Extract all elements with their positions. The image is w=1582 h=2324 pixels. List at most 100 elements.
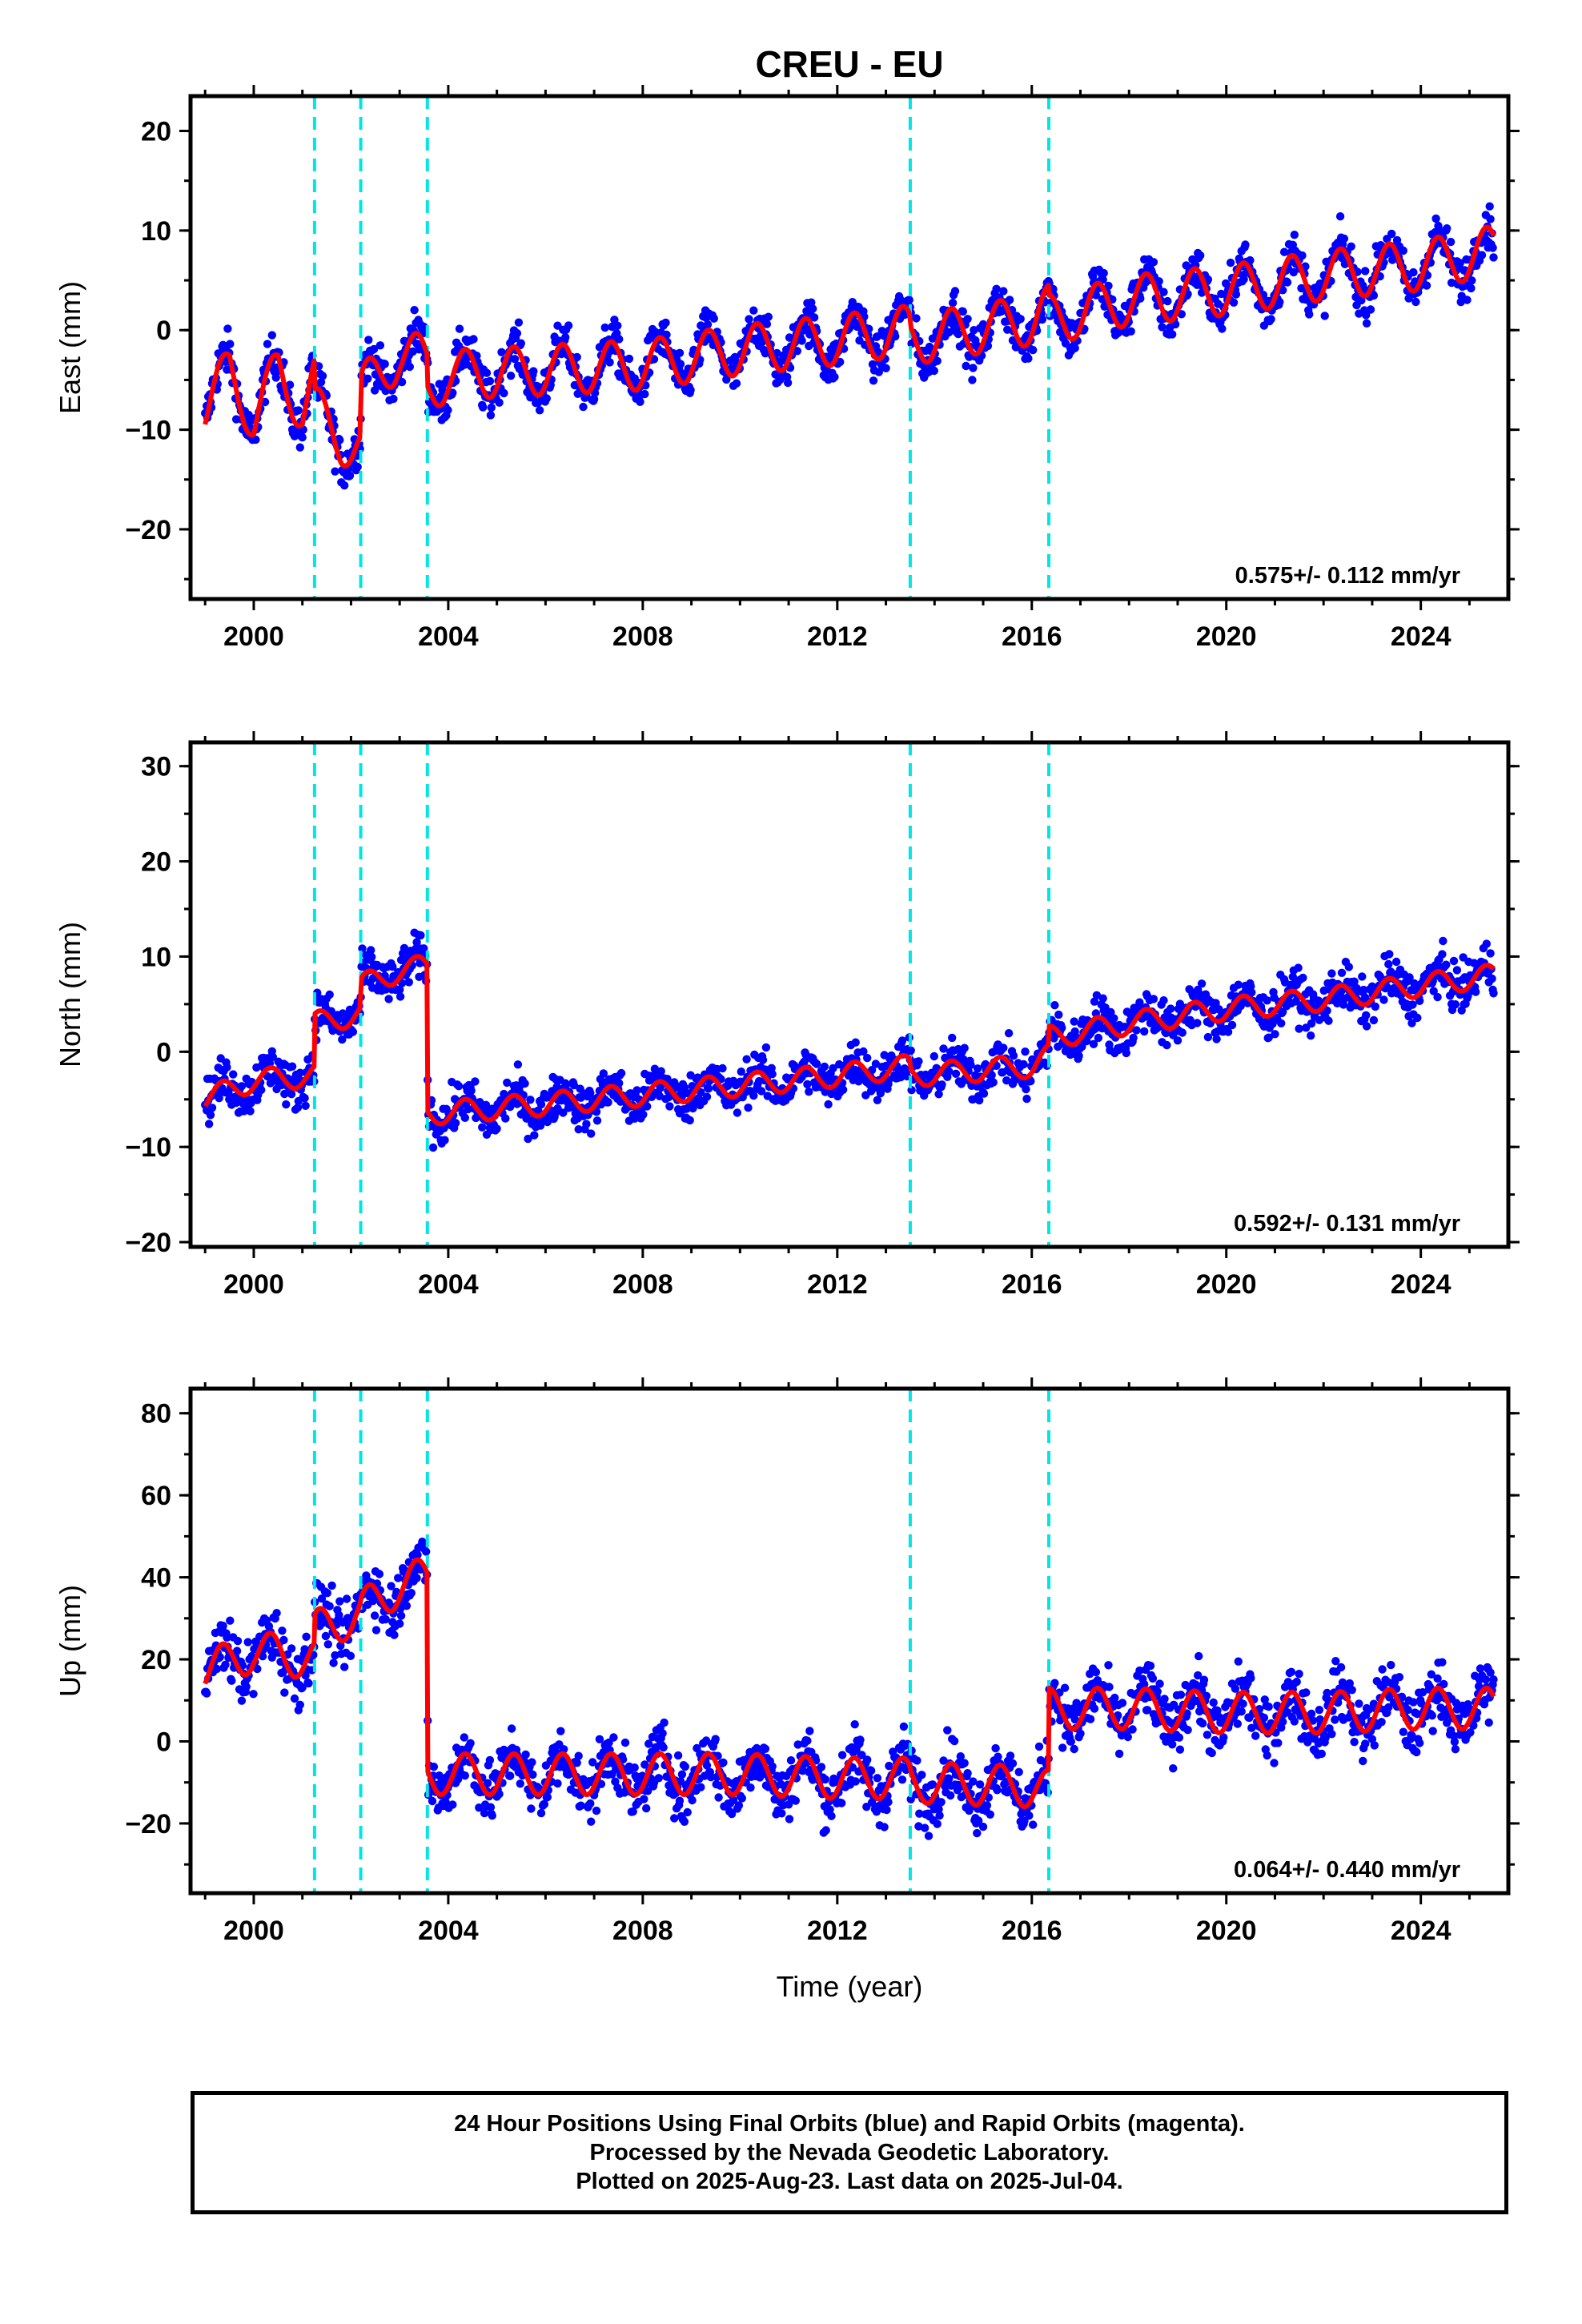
data-point — [805, 330, 814, 339]
y-axis-label: North (mm) — [54, 922, 86, 1068]
data-point — [524, 1134, 532, 1144]
data-point — [1431, 214, 1440, 223]
data-point — [488, 1811, 496, 1820]
x-tick-label: 2012 — [807, 1269, 868, 1300]
data-point — [1029, 1820, 1038, 1829]
y-tick-label: 20 — [141, 117, 171, 147]
data-point — [280, 1688, 289, 1697]
data-point — [1251, 1731, 1260, 1740]
data-point — [367, 946, 375, 955]
data-point — [1067, 319, 1077, 328]
data-point — [363, 374, 372, 383]
data-point — [1456, 259, 1464, 267]
data-point — [969, 364, 978, 372]
data-point — [930, 1051, 939, 1061]
data-point — [609, 1733, 618, 1742]
data-point — [516, 339, 525, 348]
data-point — [412, 938, 421, 947]
data-point — [1413, 1013, 1422, 1023]
x-tick-label: 2008 — [612, 1269, 673, 1300]
data-point — [1438, 950, 1447, 959]
data-point — [388, 963, 397, 971]
data-point — [1066, 1737, 1076, 1746]
data-point — [323, 1589, 331, 1598]
data-point — [943, 1726, 952, 1735]
data-point — [348, 1027, 358, 1036]
data-point — [642, 1803, 651, 1813]
data-point — [574, 1125, 583, 1134]
data-point — [999, 287, 1008, 296]
data-points — [201, 202, 1498, 490]
data-point — [1091, 1667, 1101, 1677]
data-point — [1229, 298, 1239, 307]
data-point — [709, 314, 718, 323]
data-point — [1086, 1715, 1095, 1723]
data-point — [899, 1722, 909, 1731]
data-point — [207, 1104, 217, 1112]
data-point — [930, 366, 939, 376]
data-point — [1239, 1699, 1247, 1708]
data-point — [1234, 980, 1243, 989]
data-point — [237, 1082, 247, 1091]
data-point — [948, 1033, 957, 1043]
data-point — [624, 354, 634, 364]
data-point — [1168, 330, 1177, 339]
data-point — [636, 397, 644, 406]
data-point — [599, 1069, 608, 1078]
data-point — [512, 329, 522, 338]
data-point — [497, 348, 506, 356]
data-point — [1264, 1703, 1273, 1711]
data-point — [1320, 312, 1329, 320]
data-point — [501, 1114, 510, 1123]
data-point — [986, 1810, 995, 1819]
data-point — [592, 1116, 602, 1125]
data-point — [935, 1811, 944, 1820]
data-point — [1335, 212, 1345, 221]
data-point — [1292, 1677, 1301, 1687]
data-point — [249, 1690, 258, 1699]
data-point — [1019, 1059, 1028, 1069]
data-point — [982, 1801, 992, 1810]
data-point — [992, 284, 1001, 293]
data-point — [1411, 297, 1420, 307]
data-point — [1263, 1751, 1271, 1760]
data-point — [1203, 275, 1213, 284]
data-point — [263, 340, 272, 348]
data-point — [1409, 267, 1418, 277]
data-point — [1488, 243, 1497, 252]
data-point — [1287, 1667, 1296, 1676]
data-point — [1212, 1035, 1221, 1043]
data-point — [685, 1116, 694, 1125]
data-point — [448, 388, 457, 397]
data-point — [384, 995, 393, 1003]
data-point — [917, 1771, 926, 1779]
data-point — [954, 329, 963, 339]
data-point — [737, 1794, 746, 1803]
data-point — [676, 360, 685, 368]
data-point — [681, 1762, 689, 1771]
data-point — [1175, 1745, 1185, 1754]
data-point — [1357, 296, 1366, 305]
data-point — [513, 1060, 523, 1069]
data-point — [1104, 1661, 1113, 1670]
y-tick-label: −10 — [125, 416, 171, 446]
data-point — [321, 1631, 331, 1641]
data-point — [924, 1831, 934, 1840]
data-point — [702, 1092, 712, 1101]
data-point — [605, 358, 614, 367]
data-point — [338, 1035, 347, 1044]
data-point — [397, 377, 407, 387]
data-point — [749, 306, 758, 315]
data-point — [272, 1609, 281, 1618]
y-tick-label: −10 — [125, 1132, 171, 1163]
data-point — [1468, 276, 1476, 285]
data-point — [1054, 1010, 1063, 1019]
data-point — [1327, 1730, 1336, 1739]
data-point — [745, 315, 753, 324]
data-point — [1128, 1725, 1137, 1734]
data-point — [968, 376, 977, 384]
data-point — [1274, 1739, 1283, 1747]
data-point — [404, 978, 413, 987]
data-point — [510, 355, 520, 364]
data-point — [572, 352, 581, 362]
